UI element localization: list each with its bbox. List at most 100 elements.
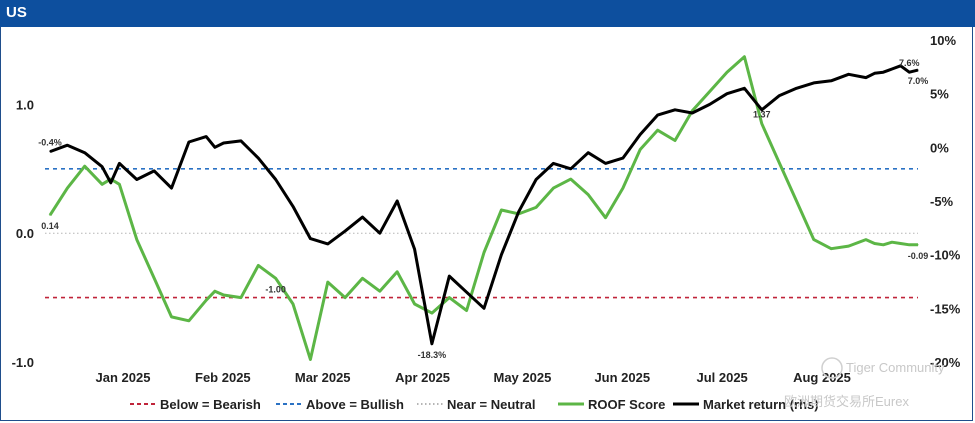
- data-point: [483, 307, 485, 309]
- data-point: [136, 239, 138, 241]
- data-point: [500, 209, 502, 211]
- data-point: [396, 200, 398, 202]
- left-tick-label: -1.0: [12, 355, 34, 370]
- data-point: [275, 277, 277, 279]
- data-point: [882, 71, 884, 73]
- data-point: [292, 205, 294, 207]
- data-point: [84, 165, 86, 167]
- data-point: [865, 239, 867, 241]
- data-point: [535, 206, 537, 209]
- page-title: US: [6, 4, 27, 21]
- data-point: [101, 183, 103, 185]
- data-point: [431, 312, 433, 314]
- data-point: [205, 299, 207, 301]
- series-line-roof-score: [48, 55, 918, 361]
- data-point: [292, 303, 294, 305]
- data-point: [709, 90, 711, 93]
- data-label: -0.4%: [38, 138, 62, 148]
- data-point: [379, 290, 381, 292]
- x-tick-label: Apr 2025: [395, 370, 450, 385]
- data-point: [891, 68, 893, 70]
- x-tick-label: Jun 2025: [594, 370, 650, 385]
- data-point: [110, 182, 112, 184]
- legend-label: Above = Bullish: [306, 397, 404, 412]
- data-point: [691, 112, 693, 114]
- data-label: 0.14: [41, 221, 59, 231]
- data-point: [778, 95, 780, 97]
- data-point: [761, 109, 763, 111]
- data-point: [448, 297, 450, 299]
- x-tick-label: Aug 2025: [793, 370, 851, 385]
- data-point: [170, 316, 173, 318]
- data-point: [361, 216, 364, 218]
- data-point: [743, 87, 746, 89]
- data-point: [587, 152, 589, 154]
- data-point: [908, 244, 910, 246]
- left-tick-label: 0.0: [16, 226, 34, 241]
- data-point: [900, 242, 902, 245]
- data-point: [500, 254, 502, 256]
- data-label: 7.6%: [899, 58, 920, 68]
- data-point: [257, 264, 259, 266]
- data-point: [917, 69, 919, 71]
- title-bar: US: [0, 0, 975, 27]
- data-point: [917, 244, 919, 246]
- data-point: [118, 162, 121, 165]
- data-point: [448, 275, 450, 277]
- data-point: [431, 343, 433, 345]
- data-point: [847, 245, 850, 247]
- right-tick-label: 5%: [930, 87, 949, 102]
- right-tick-label: 0%: [930, 140, 949, 155]
- data-point: [327, 281, 329, 283]
- data-point: [874, 72, 876, 74]
- legend-label: Near = Neutral: [447, 397, 536, 412]
- data-point: [118, 183, 121, 185]
- data-point: [309, 358, 311, 361]
- right-tick-label: 10%: [930, 33, 956, 48]
- data-point: [813, 239, 815, 241]
- legend-label: Market return (rhs): [703, 397, 819, 412]
- data-point: [726, 71, 728, 73]
- data-point: [882, 244, 884, 246]
- x-tick-label: Jul 2025: [696, 370, 747, 385]
- data-point: [466, 291, 468, 293]
- watermark-text: Tiger Community: [846, 360, 945, 375]
- data-point: [275, 178, 277, 181]
- data-point: [240, 297, 242, 299]
- data-point: [379, 232, 381, 234]
- x-tick-label: May 2025: [494, 370, 552, 385]
- data-point: [908, 71, 910, 73]
- x-tick-label: Feb 2025: [195, 370, 251, 385]
- data-point: [552, 162, 555, 165]
- data-point: [604, 162, 607, 165]
- right-tick-label: -15%: [930, 301, 961, 316]
- data-point: [622, 157, 624, 159]
- data-label: -18.3%: [418, 350, 447, 360]
- data-point: [136, 178, 138, 181]
- legend-label: Below = Bearish: [160, 397, 261, 412]
- legend-label: ROOF Score: [588, 397, 665, 412]
- data-point: [795, 200, 798, 202]
- data-point: [413, 303, 416, 305]
- right-tick-label: -20%: [930, 355, 961, 370]
- data-point: [639, 148, 641, 151]
- right-tick-label: -10%: [930, 248, 961, 263]
- data-label: -0.09: [908, 251, 929, 261]
- data-point: [778, 161, 780, 163]
- watermark-text: 欧洲期货交易所Eurex: [784, 394, 909, 409]
- data-label: 7.0%: [908, 76, 929, 86]
- data-point: [153, 170, 155, 172]
- data-point: [674, 109, 676, 111]
- data-point: [257, 157, 259, 159]
- data-point: [214, 290, 216, 292]
- series-line-market-return: [49, 64, 919, 346]
- data-point: [830, 80, 832, 82]
- data-point: [865, 76, 867, 79]
- data-point: [847, 73, 850, 75]
- data-point: [587, 193, 589, 196]
- data-point: [49, 214, 51, 216]
- data-point: [604, 217, 607, 219]
- data-point: [691, 110, 693, 112]
- data-point: [674, 139, 676, 142]
